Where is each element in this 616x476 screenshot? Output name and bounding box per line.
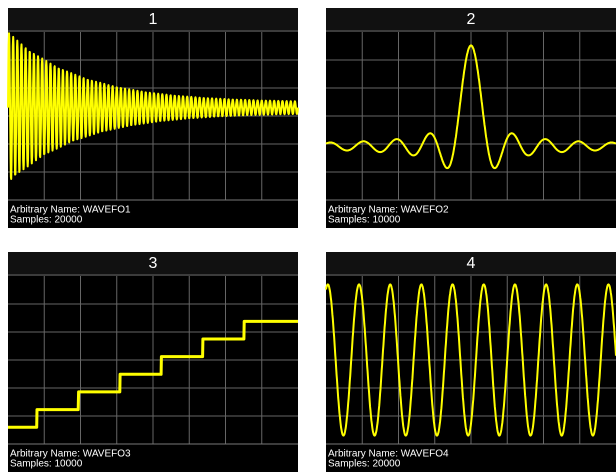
sample-count: Samples: 10000 — [328, 215, 401, 226]
panel-title: 3 — [149, 255, 158, 272]
panel-title: 4 — [467, 255, 476, 272]
sample-count: Samples: 20000 — [10, 215, 83, 226]
panel-title: 1 — [149, 11, 158, 28]
sample-count: Samples: 10000 — [10, 459, 83, 470]
screenshot: 1Arbitrary Name: WAVEFO1Samples: 200002A… — [0, 0, 616, 476]
panel-title: 2 — [467, 11, 476, 28]
sample-count: Samples: 20000 — [328, 459, 401, 470]
